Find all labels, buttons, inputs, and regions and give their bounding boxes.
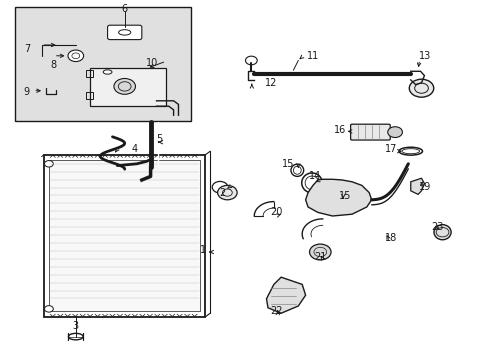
Text: 1: 1: [200, 245, 205, 255]
Polygon shape: [410, 178, 424, 194]
Bar: [49, 160, 200, 311]
Text: 2: 2: [219, 188, 225, 198]
Text: 7: 7: [24, 44, 30, 54]
Circle shape: [114, 78, 135, 94]
Circle shape: [212, 181, 227, 193]
FancyBboxPatch shape: [107, 25, 142, 40]
Circle shape: [44, 306, 53, 312]
Text: 6: 6: [122, 4, 127, 14]
Circle shape: [68, 50, 83, 62]
Text: 18: 18: [384, 233, 397, 243]
Text: 12: 12: [264, 78, 277, 88]
Text: 14: 14: [308, 171, 321, 181]
Bar: [85, 92, 93, 99]
Text: 23: 23: [430, 222, 443, 232]
Text: 4: 4: [131, 144, 137, 154]
Ellipse shape: [433, 225, 450, 240]
Circle shape: [309, 244, 330, 260]
Text: 9: 9: [24, 87, 30, 97]
Polygon shape: [305, 179, 371, 216]
Ellipse shape: [103, 70, 112, 74]
Circle shape: [217, 185, 237, 200]
Bar: [90, 68, 166, 106]
Text: 5: 5: [156, 134, 162, 144]
Text: 21: 21: [313, 252, 326, 262]
Circle shape: [387, 127, 402, 138]
FancyBboxPatch shape: [350, 124, 389, 140]
Polygon shape: [266, 277, 305, 313]
Text: 13: 13: [418, 51, 431, 61]
Bar: [85, 70, 93, 77]
Text: 15: 15: [282, 159, 294, 169]
Circle shape: [245, 56, 257, 65]
Text: 8: 8: [51, 60, 57, 70]
Bar: [44, 155, 205, 317]
Text: 16: 16: [333, 125, 346, 135]
Text: 10: 10: [145, 58, 158, 68]
Text: 11: 11: [306, 51, 319, 61]
Text: 17: 17: [384, 144, 397, 154]
Circle shape: [408, 79, 433, 97]
Ellipse shape: [68, 333, 83, 340]
FancyBboxPatch shape: [15, 7, 190, 121]
Text: 3: 3: [73, 321, 79, 331]
Text: 22: 22: [269, 306, 282, 316]
Text: 15: 15: [338, 191, 350, 201]
Text: 20: 20: [269, 207, 282, 217]
Text: 19: 19: [418, 182, 431, 192]
Circle shape: [44, 161, 53, 167]
